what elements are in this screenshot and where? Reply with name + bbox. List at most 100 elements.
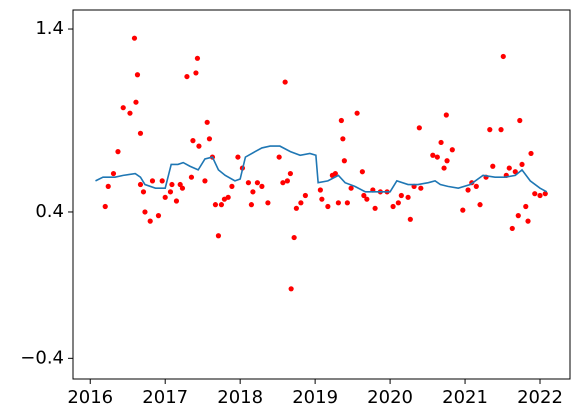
scatter-point <box>523 203 529 210</box>
scatter-point <box>162 194 168 200</box>
scatter-point <box>390 203 396 210</box>
scatter-point <box>515 213 521 219</box>
scatter-point <box>194 55 201 61</box>
scatter-point <box>204 119 210 125</box>
scatter-point <box>338 117 344 124</box>
scatter-point <box>276 154 282 160</box>
scatter-point <box>537 192 543 199</box>
scatter-point <box>430 152 436 158</box>
scatter-point <box>509 225 515 232</box>
scatter-point <box>254 180 261 186</box>
scatter-point <box>441 165 447 171</box>
scatter-point <box>332 170 338 177</box>
scatter-point <box>341 158 347 164</box>
scatter-point <box>512 169 518 175</box>
scatter-point <box>218 202 225 208</box>
scatter-point <box>248 202 255 208</box>
scatter-point <box>449 147 455 153</box>
scatter-point <box>395 200 401 206</box>
scatter-point <box>444 158 450 164</box>
scatter-point <box>340 136 346 142</box>
scatter-point <box>517 117 523 124</box>
scatter-point <box>416 125 422 131</box>
scatter-point <box>291 234 297 241</box>
scatter-point <box>443 112 449 118</box>
line <box>95 145 548 193</box>
scatter-point <box>229 183 235 189</box>
scatter-point <box>532 191 538 197</box>
scatter-point <box>149 178 156 184</box>
scatter-point <box>159 178 165 184</box>
scatter-point <box>196 143 202 149</box>
scatter-point <box>434 154 440 160</box>
scatter-point <box>134 72 141 78</box>
scatter-point <box>528 150 534 157</box>
scatter-point <box>542 191 548 197</box>
scatter-point <box>173 198 180 204</box>
scatter-point <box>465 187 471 193</box>
x-tick-label: 2022 <box>517 387 563 408</box>
scatter-point <box>105 183 111 189</box>
scatter-point <box>115 148 121 155</box>
scatter-point <box>298 200 304 206</box>
scatter-point <box>147 218 153 224</box>
scatter-point <box>212 202 219 208</box>
x-tick-label: 2016 <box>67 387 113 408</box>
scatter-point <box>190 138 196 144</box>
scatter-point <box>265 200 271 206</box>
scatter-point <box>293 205 299 211</box>
scatter-point <box>525 218 531 224</box>
scatter-point <box>490 163 496 169</box>
scatter-point <box>359 169 365 175</box>
scatter-point <box>120 105 126 111</box>
scatter-point <box>137 130 144 136</box>
scatter-point <box>284 178 290 184</box>
scatter-point <box>110 170 117 177</box>
scatter-point <box>188 174 195 180</box>
scatter-point <box>250 189 256 195</box>
scatter-point <box>302 192 308 199</box>
y-tick-label: 1.4 <box>35 18 64 39</box>
scatter-point <box>519 161 525 168</box>
x-tick-label: 2021 <box>442 387 488 408</box>
scatter-point <box>348 185 354 191</box>
scatter-point <box>179 185 186 191</box>
scatter-point <box>506 165 512 171</box>
scatter-point <box>102 203 108 210</box>
x-tick-label: 2020 <box>367 387 413 408</box>
scatter-point <box>131 35 138 41</box>
plot-frame <box>72 9 571 380</box>
scatter-point <box>460 207 466 213</box>
scatter-point <box>317 187 323 193</box>
y-tick-label: 0.4 <box>35 201 64 222</box>
scatter-point <box>259 183 265 189</box>
scatter-point <box>127 110 133 116</box>
scatter-point <box>477 202 483 208</box>
scatter-point <box>202 178 208 184</box>
scatter-point <box>206 136 213 142</box>
x-tick-label: 2018 <box>217 387 263 408</box>
scatter-point <box>142 209 148 215</box>
scatter-point <box>364 196 370 202</box>
scatter-point <box>335 200 341 206</box>
scatter-point <box>133 99 139 105</box>
y-tick-label: −0.4 <box>20 347 64 368</box>
scatter-point <box>405 194 411 200</box>
scatter-point <box>280 180 286 186</box>
scatter-point <box>498 127 504 133</box>
scatter-point <box>407 216 413 222</box>
scatter-point <box>372 205 378 211</box>
scatter-point <box>282 79 288 85</box>
scatter-point <box>225 194 231 200</box>
scatter-point <box>288 286 294 292</box>
scatter-point <box>325 203 331 210</box>
scatter-point <box>500 53 506 60</box>
scatter-point <box>438 139 444 146</box>
scatter-point <box>398 192 404 199</box>
scatter-point <box>418 185 424 191</box>
scatter-point <box>344 200 350 206</box>
x-tick-label: 2019 <box>292 387 338 408</box>
scatter-point <box>287 170 293 177</box>
